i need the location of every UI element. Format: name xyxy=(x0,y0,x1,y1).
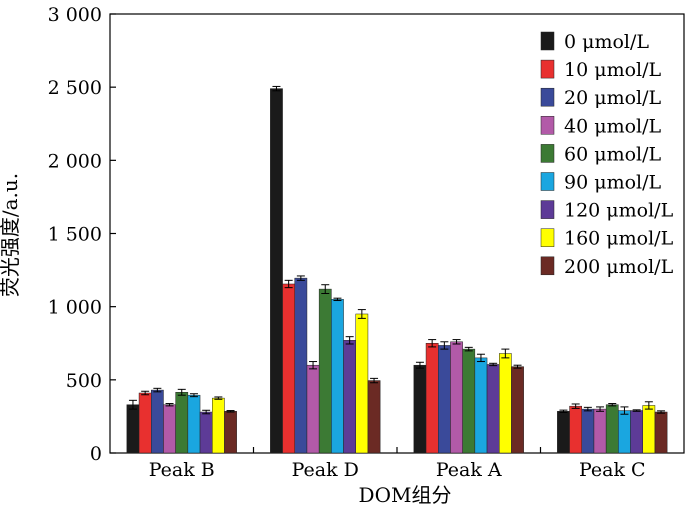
bar xyxy=(630,410,643,454)
legend-label: 20 μmol/L xyxy=(564,87,661,109)
bar xyxy=(654,411,668,454)
bar xyxy=(499,353,512,454)
y-tick-label: 500 xyxy=(66,370,102,392)
legend: 0 μmol/L 10 μmol/L 20 μmol/L 40 μmol/L 60 μm… xyxy=(540,31,674,278)
bar xyxy=(425,343,439,454)
legend-label: 90 μmol/L xyxy=(564,172,661,194)
legend-swatch xyxy=(540,172,555,191)
legend-label: 120 μmol/L xyxy=(564,200,674,222)
bar xyxy=(282,283,295,454)
bar xyxy=(126,404,140,454)
bar xyxy=(151,389,164,454)
bar xyxy=(557,411,570,454)
legend-label: 60 μmol/L xyxy=(564,143,661,165)
x-tick-label: Peak C xyxy=(579,459,646,481)
bar xyxy=(438,345,451,454)
legend-swatch xyxy=(540,228,555,247)
legend-label: 0 μmol/L xyxy=(564,31,649,53)
legend-label: 200 μmol/L xyxy=(564,256,674,278)
bar xyxy=(224,411,237,454)
bar xyxy=(581,408,595,454)
y-tick-label: 2 000 xyxy=(48,150,102,172)
bar xyxy=(212,397,225,454)
bar xyxy=(199,411,213,454)
bar xyxy=(605,404,619,454)
bar xyxy=(306,364,320,454)
legend-swatch xyxy=(540,144,555,163)
bar xyxy=(294,277,308,454)
bars xyxy=(126,85,668,454)
bar xyxy=(450,341,463,454)
bar xyxy=(367,380,381,454)
legend-swatch xyxy=(540,116,555,135)
legend-label: 160 μmol/L xyxy=(564,228,674,250)
bar xyxy=(462,348,476,454)
bar xyxy=(474,357,488,454)
bar xyxy=(187,394,201,454)
bar xyxy=(355,313,369,454)
y-tick-label: 2 500 xyxy=(48,77,102,99)
y-axis-title: 荧光强度/a.u. xyxy=(0,173,22,297)
bar xyxy=(511,366,524,454)
legend-swatch xyxy=(540,87,555,107)
legend-swatch xyxy=(540,31,555,51)
x-axis: Peak B Peak D Peak A Peak C xyxy=(149,447,646,481)
bar xyxy=(331,299,344,454)
y-tick-label: 1 000 xyxy=(48,297,102,319)
legend-label: 10 μmol/L xyxy=(564,59,661,81)
y-tick-label: 1 500 xyxy=(48,224,102,246)
bar xyxy=(318,288,332,454)
bar xyxy=(138,392,152,454)
x-axis-title: DOM组分 xyxy=(359,483,452,507)
bar xyxy=(343,340,356,454)
legend-swatch xyxy=(540,59,555,79)
bar xyxy=(569,405,582,454)
bar xyxy=(413,364,427,454)
legend-label: 40 μmol/L xyxy=(564,115,661,137)
legend-swatch xyxy=(540,256,555,276)
x-tick-label: Peak D xyxy=(292,459,359,481)
bar xyxy=(175,392,189,454)
x-tick-label: Peak B xyxy=(149,459,215,481)
bar xyxy=(163,404,176,454)
y-tick-label: 3 000 xyxy=(48,4,102,26)
bar xyxy=(642,405,656,454)
x-tick-label: Peak A xyxy=(436,459,502,481)
bar xyxy=(593,408,607,454)
legend-swatch xyxy=(540,200,555,219)
y-tick-label: 0 xyxy=(90,443,102,465)
y-axis: 0 500 1 000 1 500 2 000 2 500 3 000 xyxy=(48,4,116,465)
bar xyxy=(486,364,500,454)
bar xyxy=(618,410,631,454)
bar xyxy=(270,88,283,454)
